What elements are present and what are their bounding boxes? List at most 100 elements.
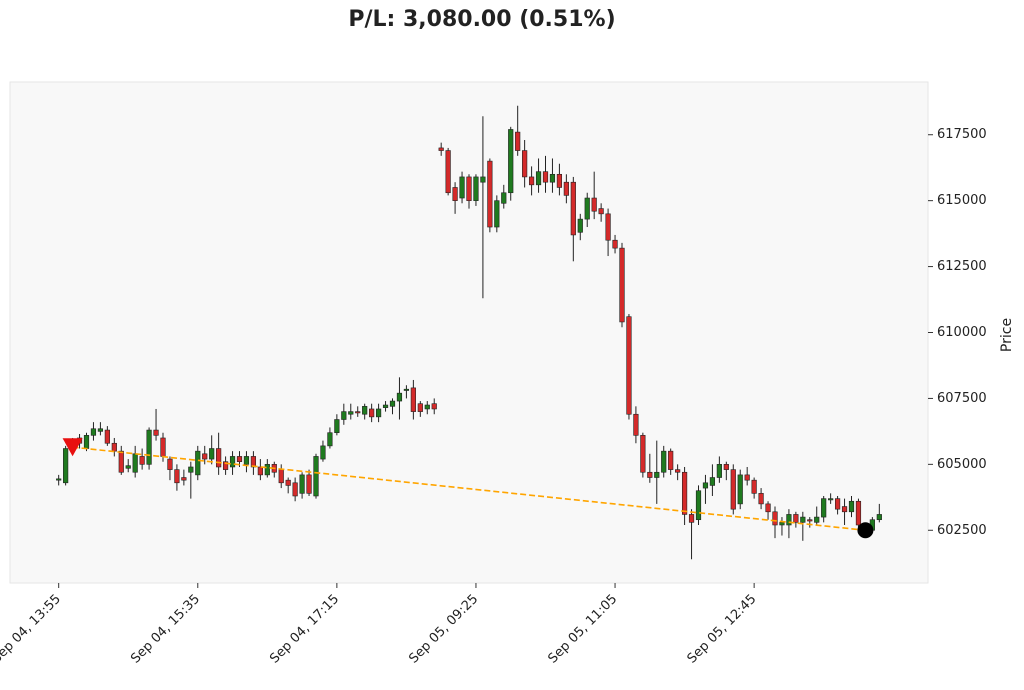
candle-body: [396, 392, 403, 402]
candle-body: [97, 428, 104, 432]
candle-body: [654, 471, 660, 478]
candle-body: [751, 479, 757, 494]
candle-body: [675, 469, 681, 473]
candle-body: [702, 482, 709, 489]
candle-body: [188, 466, 194, 473]
y-tick-label: 607500: [937, 391, 987, 406]
candle-body: [285, 479, 291, 486]
candle-body: [668, 450, 674, 470]
candle-body: [522, 150, 528, 178]
candle-body: [848, 500, 855, 513]
candle-body: [313, 456, 319, 497]
y-tick-label: 610000: [937, 325, 987, 340]
candle-body: [508, 129, 514, 194]
candle-body: [264, 464, 270, 476]
x-tick-label: Sep 05, 09:25: [406, 592, 481, 667]
candle-body: [681, 471, 688, 515]
candle-body: [556, 173, 563, 188]
candle-body: [403, 388, 410, 391]
candle-body: [153, 429, 159, 436]
candle-body: [779, 522, 785, 526]
candle-body: [382, 404, 389, 408]
candle-body: [605, 213, 611, 241]
candle-body: [612, 239, 618, 249]
candle-body: [445, 150, 451, 194]
candle-body: [355, 411, 361, 414]
candle-body: [459, 176, 465, 199]
candle-body: [772, 511, 778, 526]
candle-body: [549, 173, 556, 183]
candle-body: [709, 477, 716, 486]
candle-body: [229, 456, 236, 468]
candle-body: [515, 131, 521, 151]
candle-body: [292, 482, 298, 497]
candle-body: [56, 478, 62, 481]
candle-body: [362, 406, 368, 415]
candle-body: [744, 474, 750, 481]
candle-body: [821, 498, 827, 518]
candle-body: [834, 498, 841, 510]
candle-body: [250, 456, 257, 468]
candle-body: [63, 448, 69, 484]
candle-body: [195, 450, 201, 476]
candle-body: [828, 498, 834, 501]
candle-body: [716, 464, 722, 478]
candle-body: [410, 387, 416, 412]
candle-body: [104, 429, 110, 444]
candle-body: [216, 448, 222, 468]
candle-body: [278, 469, 284, 484]
candle-body: [202, 453, 208, 460]
candle-body: [334, 419, 340, 433]
candle-body: [132, 453, 138, 473]
candle-body: [793, 514, 799, 523]
candle-body: [125, 465, 131, 469]
candle-body: [389, 400, 396, 407]
candle-body: [688, 514, 695, 523]
candle-body: [209, 448, 215, 460]
y-tick-label: 605000: [937, 457, 987, 472]
candle-body: [306, 474, 312, 494]
candle-body: [146, 429, 152, 465]
plot-area: [9, 81, 929, 584]
candle-body: [786, 514, 792, 526]
candle-body: [417, 403, 423, 412]
candle-body: [800, 516, 806, 523]
candle-body: [841, 506, 848, 513]
candle-body: [341, 411, 347, 420]
candle-body: [494, 200, 500, 228]
candle-body: [855, 500, 862, 526]
chart-title: P/L: 3,080.00 (0.51%): [348, 7, 615, 32]
candle-body: [236, 456, 243, 463]
candle-body: [299, 474, 305, 494]
entry-marker: [62, 438, 83, 457]
candle-body: [139, 456, 145, 465]
candle-body: [348, 411, 354, 415]
x-tick-label: Sep 05, 12:45: [685, 592, 760, 667]
candle-body: [563, 181, 569, 196]
y-tick-label: 615000: [937, 193, 987, 208]
candle-body: [876, 514, 882, 521]
candle-body: [501, 192, 507, 204]
candle-body: [431, 403, 437, 410]
x-tick-label: Sep 04, 15:35: [128, 592, 203, 667]
candle-body: [730, 469, 736, 510]
candle-body: [83, 435, 90, 449]
candle-body: [480, 176, 486, 183]
y-tick-label: 617500: [937, 127, 987, 142]
candle-body: [640, 435, 646, 473]
candle-body: [737, 474, 743, 505]
candle-body: [243, 456, 250, 465]
candle-body: [570, 181, 576, 236]
candle-body: [320, 445, 326, 460]
candle-body: [807, 519, 813, 522]
candle-body: [111, 442, 117, 452]
candle-body: [181, 477, 187, 481]
candle-body: [626, 316, 632, 415]
candle-body: [584, 197, 590, 220]
candle-body: [695, 490, 702, 521]
candle-body: [591, 197, 597, 212]
y-tick-label: 602500: [937, 523, 987, 538]
candle-body: [167, 458, 173, 470]
